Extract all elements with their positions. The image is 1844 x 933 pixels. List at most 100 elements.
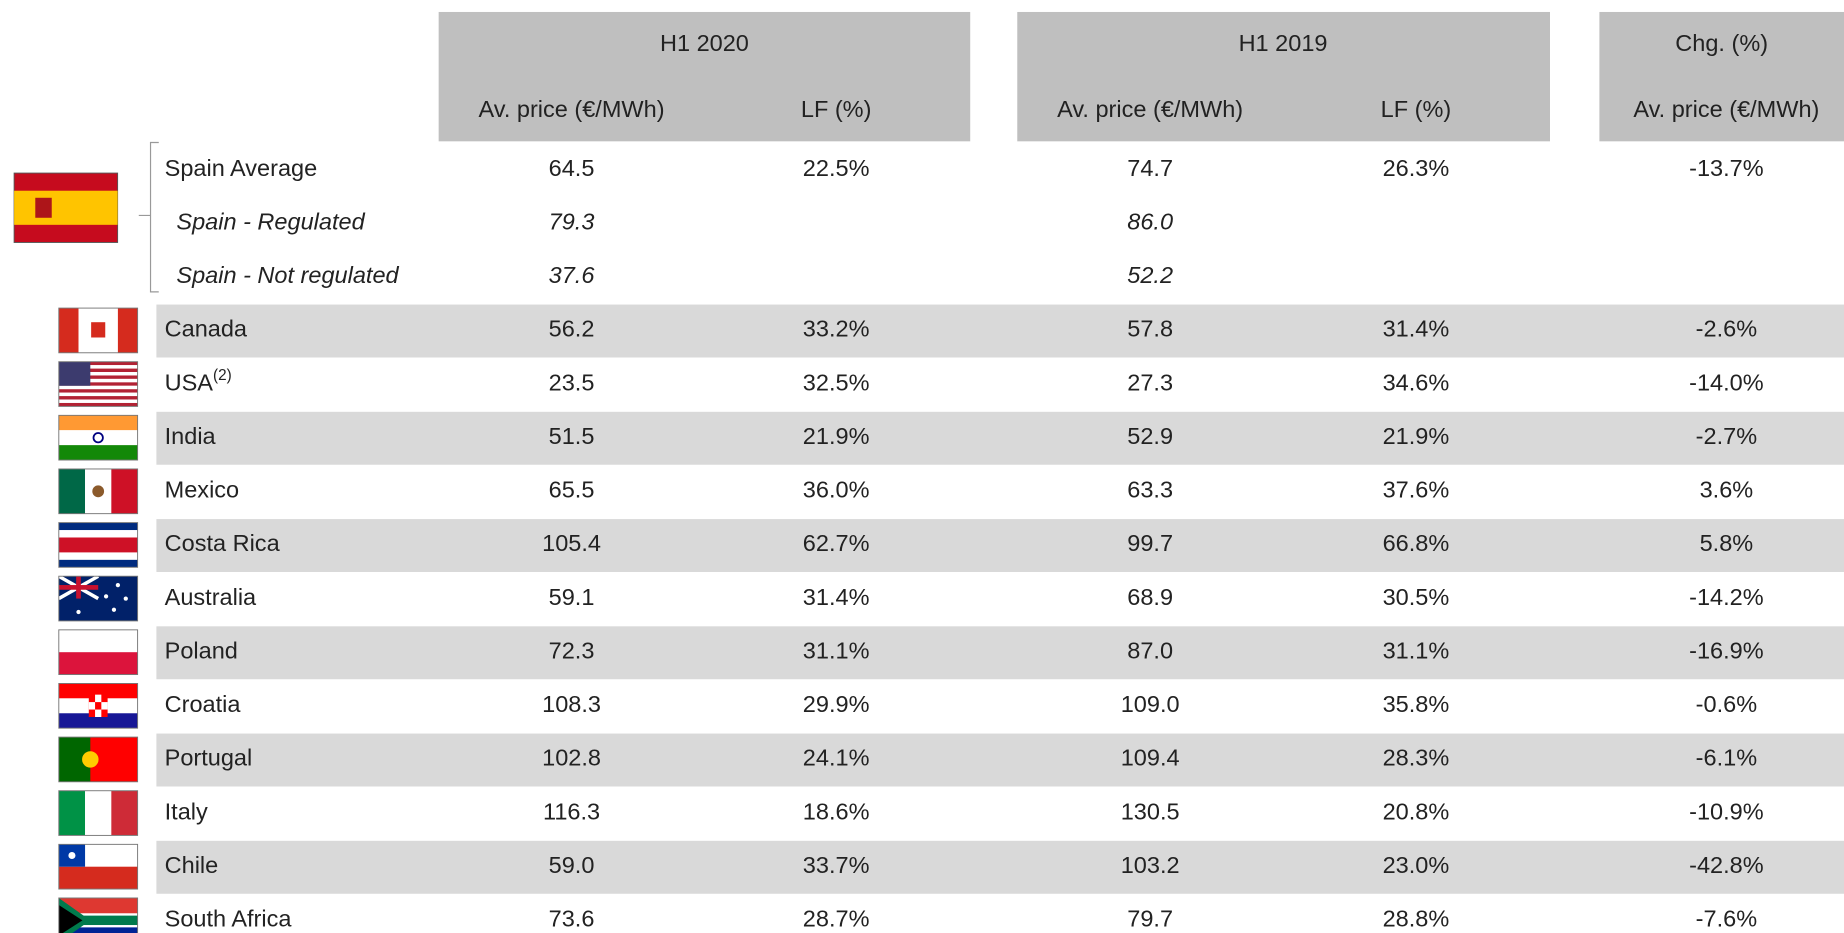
flag xyxy=(57,574,139,622)
cell: 103.2 xyxy=(1121,852,1180,878)
cell: 59.0 xyxy=(549,852,595,878)
flag-part xyxy=(82,751,99,768)
flag xyxy=(58,683,139,729)
flag-part xyxy=(58,382,138,386)
flag-part xyxy=(58,415,138,431)
cell: 130.5 xyxy=(1121,798,1180,824)
row-label: India xyxy=(165,423,217,449)
cell: -10.9% xyxy=(1689,798,1764,824)
flag-border xyxy=(58,629,139,676)
flag-part xyxy=(115,583,121,588)
flag-part xyxy=(58,468,86,514)
row-band xyxy=(156,411,1844,465)
flag-part xyxy=(58,372,138,376)
row-label: Canada xyxy=(165,316,248,342)
row-band xyxy=(156,304,1844,358)
flag-part xyxy=(58,683,138,699)
cell: -7.6% xyxy=(1696,906,1758,932)
row-label: Poland xyxy=(165,637,238,663)
header-box xyxy=(1599,11,1844,142)
flag xyxy=(58,843,139,890)
flag-part xyxy=(88,694,108,717)
flag-part xyxy=(58,629,138,653)
flag-part xyxy=(58,389,138,393)
row-label: Italy xyxy=(165,798,208,824)
cell: 23.5 xyxy=(549,369,595,395)
flag-border xyxy=(58,843,139,890)
flag-part xyxy=(58,713,138,729)
flag-border xyxy=(58,736,139,783)
cell: 32.5% xyxy=(803,369,870,395)
flag-part xyxy=(85,790,112,836)
cell: -16.9% xyxy=(1689,637,1764,663)
cell: 30.5% xyxy=(1383,584,1450,610)
flag-part xyxy=(58,396,138,400)
cell: 73.6 xyxy=(549,906,595,932)
cell: 27.3 xyxy=(1127,369,1173,395)
cell: 31.4% xyxy=(1383,316,1450,342)
column-header: LF (%) xyxy=(1381,96,1452,122)
cell: 28.8% xyxy=(1383,906,1450,932)
row-label: Portugal xyxy=(165,745,253,771)
flag-part xyxy=(58,375,138,379)
flag-part xyxy=(123,596,128,601)
cell: 26.3% xyxy=(1383,155,1450,181)
row-label: USA(2) xyxy=(165,367,232,395)
flag-part xyxy=(58,365,138,369)
column-header: LF (%) xyxy=(801,96,872,122)
cell: 79.7 xyxy=(1127,906,1173,932)
flag-border xyxy=(58,522,139,568)
cell: 116.3 xyxy=(543,798,600,824)
cell: 79.3 xyxy=(549,208,595,234)
flag-part xyxy=(58,361,91,386)
column-header: Av. price (€/MWh) xyxy=(1057,96,1243,122)
cell: 86.0 xyxy=(1127,208,1173,234)
row-label: Mexico xyxy=(165,477,240,503)
cell: -2.6% xyxy=(1696,316,1758,342)
cell: -6.1% xyxy=(1696,745,1758,771)
cell: 65.5 xyxy=(549,477,595,503)
cell: 33.2% xyxy=(803,316,870,342)
cell: 99.7 xyxy=(1127,530,1173,556)
flag-border xyxy=(58,790,139,836)
flag-part xyxy=(58,385,138,390)
flag xyxy=(58,468,139,515)
cell: 105.4 xyxy=(542,530,601,556)
cell: 72.3 xyxy=(549,637,595,663)
cell: 64.5 xyxy=(549,155,595,181)
flag-part xyxy=(58,378,138,383)
flag-part xyxy=(58,652,138,675)
row-band xyxy=(156,519,1844,572)
flag-part xyxy=(58,368,138,373)
row-label: Spain - Not regulated xyxy=(176,262,399,288)
cell: 23.0% xyxy=(1383,852,1450,878)
row-band xyxy=(156,733,1844,787)
cell: 24.1% xyxy=(803,745,870,771)
cell: 109.0 xyxy=(1121,691,1180,717)
footnote-mark: (2) xyxy=(213,367,232,384)
flag xyxy=(58,361,139,407)
cell: 28.3% xyxy=(1383,745,1450,771)
cell: -14.0% xyxy=(1689,369,1764,395)
cell: 62.7% xyxy=(803,530,870,556)
cell: -42.8% xyxy=(1689,852,1764,878)
column-header: Av. price (€/MWh) xyxy=(1633,96,1819,122)
flag-part xyxy=(92,432,104,444)
cell: 22.5% xyxy=(803,155,870,181)
group-header: H1 2020 xyxy=(660,30,749,56)
flag xyxy=(58,414,139,461)
cell: 18.6% xyxy=(803,798,870,824)
group-header: H1 2019 xyxy=(1239,30,1328,56)
flag-part xyxy=(95,694,102,703)
flag-border xyxy=(58,575,139,622)
cell: 109.4 xyxy=(1121,745,1180,771)
row-label: Spain - Regulated xyxy=(176,208,365,234)
flag-part xyxy=(58,308,79,353)
cell: 68.9 xyxy=(1127,584,1173,610)
flag-part xyxy=(101,702,108,710)
flag xyxy=(58,897,139,933)
cell: 87.0 xyxy=(1127,637,1173,663)
cell: 31.1% xyxy=(1383,637,1450,663)
cell: 63.3 xyxy=(1127,477,1173,503)
flag-part xyxy=(91,322,106,338)
